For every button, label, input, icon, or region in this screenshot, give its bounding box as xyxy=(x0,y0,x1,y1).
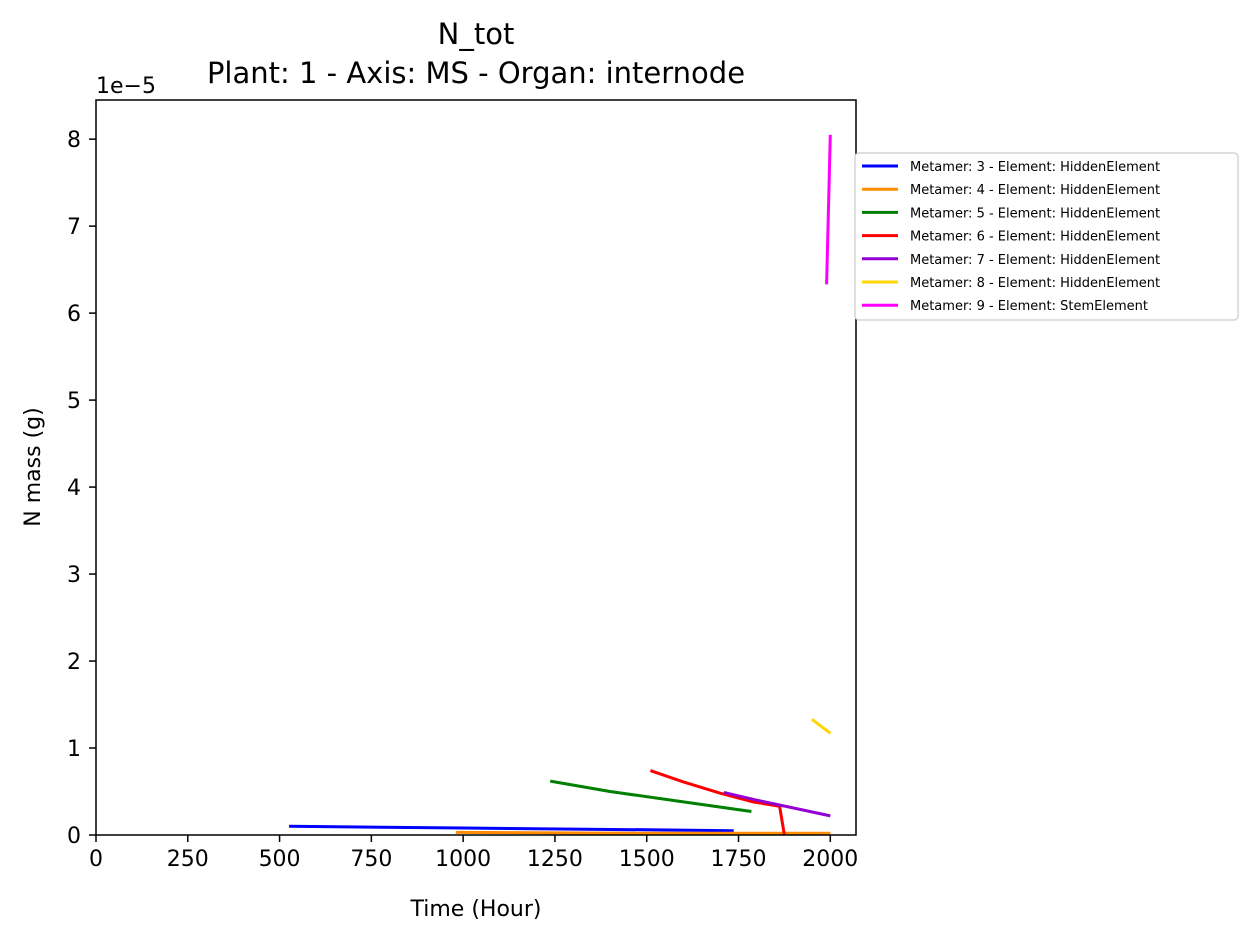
legend-entry: Metamer: 3 - Element: HiddenElement xyxy=(910,160,1160,175)
plot-frame xyxy=(95,99,857,836)
legend: Metamer: 3 - Element: HiddenElement Metam… xyxy=(854,152,1239,321)
y-tick-label: 0 xyxy=(67,824,81,849)
series-line-metamer-7 xyxy=(723,790,831,818)
y-tick-label: 4 xyxy=(67,476,81,501)
y-tick-label: 5 xyxy=(67,389,81,414)
chart-subtitle: Plant: 1 - Axis: MS - Organ: internode xyxy=(207,56,745,90)
legend-entry: Metamer: 4 - Element: HiddenElement xyxy=(910,183,1160,198)
series-line-metamer-6 xyxy=(649,769,786,836)
series-line-metamer-3 xyxy=(289,824,734,833)
x-tick-label: 1750 xyxy=(711,847,767,872)
y-tick-label: 7 xyxy=(67,215,81,240)
y-tick-label: 2 xyxy=(67,650,81,675)
legend-entry: Metamer: 5 - Element: HiddenElement xyxy=(910,206,1160,221)
y-tick-label: 8 xyxy=(67,128,81,153)
y-tick-label: 6 xyxy=(67,302,81,327)
legend-entry: Metamer: 7 - Element: HiddenElement xyxy=(910,253,1160,268)
y-tick-label: 1 xyxy=(67,737,81,762)
x-tick-label: 1000 xyxy=(435,847,491,872)
x-tick-label: 500 xyxy=(259,847,301,872)
y-tick-label: 3 xyxy=(67,563,81,588)
y-axis-label: N mass (g) xyxy=(21,407,46,526)
series-line-metamer-5 xyxy=(549,779,752,813)
series-line-metamer-9 xyxy=(825,134,832,285)
x-axis: 0 250 500 750 1000 1250 1500 1750 2000 xyxy=(89,835,858,872)
y-axis: 0 1 2 3 4 5 6 7 8 xyxy=(67,128,96,849)
x-axis-label: Time (Hour) xyxy=(410,897,542,922)
series-line-metamer-4 xyxy=(455,830,831,835)
series-layer xyxy=(289,134,832,836)
x-tick-label: 250 xyxy=(167,847,209,872)
x-tick-label: 1500 xyxy=(619,847,675,872)
chart-title: N_tot xyxy=(438,17,515,51)
legend-entry: Metamer: 9 - Element: StemElement xyxy=(910,299,1148,314)
x-tick-label: 0 xyxy=(89,847,103,872)
x-tick-label: 1250 xyxy=(527,847,583,872)
legend-entry: Metamer: 6 - Element: HiddenElement xyxy=(910,230,1160,245)
y-offset-label: 1e−5 xyxy=(96,74,156,99)
x-tick-label: 2000 xyxy=(802,847,858,872)
legend-frame xyxy=(854,152,1239,321)
x-tick-label: 750 xyxy=(350,847,392,872)
series-line-metamer-8 xyxy=(810,718,832,735)
legend-entry: Metamer: 8 - Element: HiddenElement xyxy=(910,276,1160,291)
